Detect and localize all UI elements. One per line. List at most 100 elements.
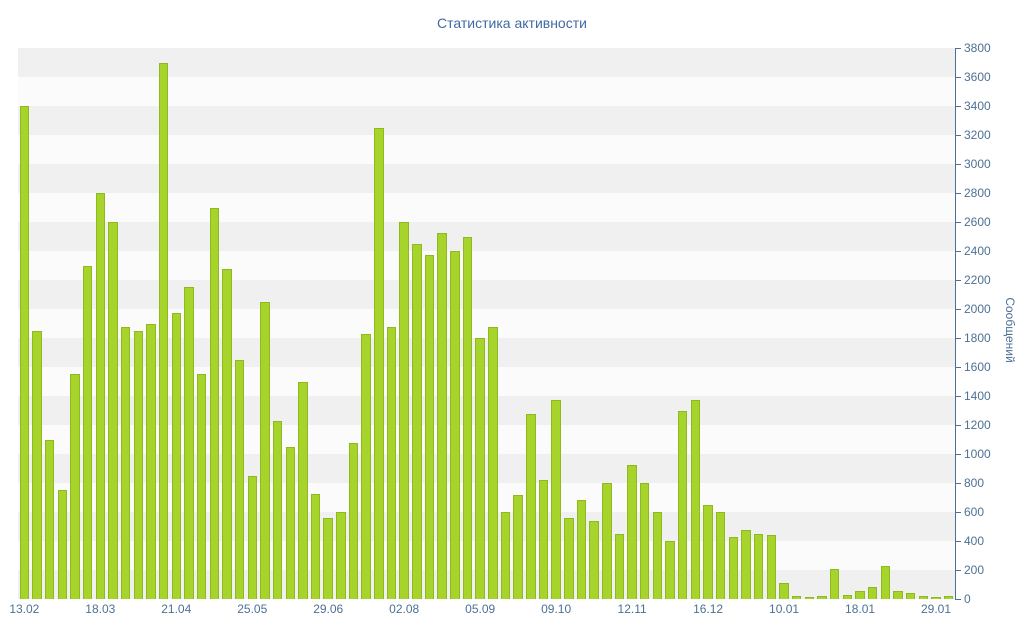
bar [855,591,865,599]
y-axis-tick-label: 1600 [964,360,991,374]
y-axis-tick-label: 3800 [964,41,991,55]
bar [222,269,232,599]
x-axis-label: 29.06 [313,602,344,616]
bar [589,520,599,599]
bar [386,327,397,599]
x-axis-label: 09.10 [541,602,572,616]
x-axis-label: 10.01 [769,602,800,616]
bar [361,334,371,599]
bar [399,222,409,599]
bar [260,301,270,599]
bar [475,338,485,599]
y-axis-tick-label: 1800 [964,331,991,345]
bar [690,399,701,599]
bar [918,596,929,599]
bar [424,254,435,599]
y-axis-tick-label: 200 [964,563,985,577]
y-axis-title: Сообщений [1003,297,1017,363]
bar [298,381,308,599]
bar [184,287,194,599]
bar [437,232,447,599]
y-axis-tick [956,164,961,165]
y-axis-line [955,48,956,600]
bar [538,480,549,599]
bar [108,222,118,599]
bar [791,596,802,599]
y-axis-tick [956,541,961,542]
x-axis-label: 05.09 [465,602,496,616]
bar [70,374,80,599]
bar [146,323,156,599]
bar [880,565,891,599]
bar [133,330,143,599]
y-axis-tick-label: 1200 [964,418,991,432]
bar [627,464,637,599]
bar [716,512,726,599]
plot-area [18,48,955,599]
bar [829,568,840,599]
y-axis-tick-label: 1000 [964,447,991,461]
bar [893,591,903,599]
y-axis-tick [956,48,961,49]
y-axis-tick-label: 1400 [964,389,991,403]
y-axis-tick-label: 0 [964,592,971,606]
bar [450,251,460,599]
bar [640,483,650,599]
y-axis-tick-label: 2800 [964,186,991,200]
y-axis-tick [956,193,961,194]
y-axis-tick [956,222,961,223]
y-axis-tick [956,135,961,136]
bar [310,493,321,599]
x-axis-label: 21.04 [161,602,192,616]
y-axis-tick-label: 2600 [964,215,991,229]
bar [462,236,473,599]
y-axis-tick [956,454,961,455]
y-axis-tick [956,251,961,252]
bar [247,475,257,599]
bar [779,583,789,599]
bar [500,512,511,599]
x-axis-label: 18.03 [85,602,116,616]
x-axis-label: 12.11 [617,602,647,616]
y-axis-tick [956,367,961,368]
bar [120,327,131,599]
bar [196,374,207,599]
y-axis-tick [956,338,961,339]
y-axis-tick [956,280,961,281]
y-axis-tick-label: 2400 [964,244,991,258]
y-axis-tick [956,106,961,107]
y-axis-tick-label: 3200 [964,128,991,142]
bar [19,106,30,599]
y-axis-tick [956,309,961,310]
bar [943,596,954,599]
chart-title: Статистика активности [437,15,587,31]
bar [817,596,827,599]
bar [551,399,561,599]
bar [678,410,688,599]
y-axis-tick [956,570,961,571]
bar [842,594,853,599]
y-axis-tick-label: 400 [964,534,985,548]
bar [766,535,777,599]
bar [703,504,713,599]
x-axis-label: 25.05 [237,602,268,616]
bar [95,193,106,599]
bar [526,414,536,599]
bar [728,536,739,599]
bar [867,586,878,599]
bar [171,312,181,599]
bar [374,127,384,599]
y-axis-tick [956,396,961,397]
bar [665,541,675,599]
bar [336,512,346,599]
bar [614,533,625,599]
x-axis-label: 18.01 [845,602,876,616]
y-axis-tick-label: 2200 [964,273,991,287]
bar [348,443,359,599]
y-axis-tick-label: 600 [964,505,985,519]
bar [513,494,523,599]
bar [272,421,283,599]
y-axis-tick [956,483,961,484]
bar [234,359,245,599]
y-axis-tick [956,425,961,426]
